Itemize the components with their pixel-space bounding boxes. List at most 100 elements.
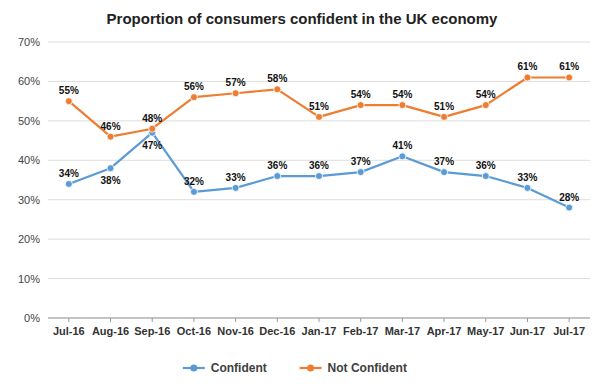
y-tick-label: 40% bbox=[18, 154, 40, 166]
data-label: 34% bbox=[59, 168, 79, 179]
x-axis: Jul-16 Aug-16 Sep-16 Oct-16 Nov-16 Dec-16 Jan-… bbox=[48, 318, 590, 337]
data-label: 54% bbox=[476, 89, 496, 100]
x-tick-label: Sep-16 bbox=[134, 325, 170, 337]
y-tick-label: 50% bbox=[18, 115, 40, 127]
y-tick-label: 60% bbox=[18, 75, 40, 87]
series-marker bbox=[316, 113, 323, 120]
data-label: 32% bbox=[184, 176, 204, 187]
series-marker bbox=[190, 188, 197, 195]
data-labels: 34% 38% 47% 32% 33% 36% 36% 37% 41% 37% 36% 33% 28% 5… bbox=[59, 61, 579, 202]
legend-label: Not Confident bbox=[328, 361, 407, 375]
data-label: 61% bbox=[559, 61, 579, 72]
x-tick bbox=[402, 318, 403, 322]
series-marker bbox=[190, 94, 197, 101]
legend-marker bbox=[307, 365, 314, 372]
series-marker bbox=[524, 74, 531, 81]
series-marker bbox=[357, 102, 364, 109]
data-label: 61% bbox=[517, 61, 537, 72]
series-marker bbox=[482, 102, 489, 109]
series-line bbox=[69, 133, 569, 208]
x-tick-label: Apr-17 bbox=[427, 325, 462, 337]
x-tick bbox=[360, 318, 361, 322]
data-label: 54% bbox=[392, 89, 412, 100]
series-marker bbox=[399, 153, 406, 160]
series-marker bbox=[566, 204, 573, 211]
data-label: 38% bbox=[101, 175, 121, 186]
series-marker bbox=[316, 173, 323, 180]
x-tick-label: May-17 bbox=[467, 325, 504, 337]
data-label: 56% bbox=[184, 81, 204, 92]
grid-line bbox=[48, 42, 590, 43]
x-tick bbox=[485, 318, 486, 322]
grid-line bbox=[48, 199, 590, 200]
legend: Confident Not Confident bbox=[183, 361, 407, 375]
grid-line bbox=[48, 239, 590, 240]
data-label: 33% bbox=[226, 172, 246, 183]
data-label: 54% bbox=[351, 89, 371, 100]
x-tick bbox=[444, 318, 445, 322]
x-tick bbox=[319, 318, 320, 322]
data-label: 41% bbox=[392, 140, 412, 151]
y-tick-label: 20% bbox=[18, 233, 40, 245]
title: Proportion of consumers confident in the… bbox=[107, 10, 499, 27]
data-label: 58% bbox=[267, 73, 287, 84]
legend-label: Confident bbox=[211, 361, 267, 375]
x-tick bbox=[235, 318, 236, 322]
data-label: 57% bbox=[226, 77, 246, 88]
y-tick-label: 10% bbox=[18, 273, 40, 285]
chart: Proportion of consumers confident in the… bbox=[0, 0, 604, 390]
data-label: 28% bbox=[559, 192, 579, 203]
grid-line bbox=[48, 81, 590, 82]
legend-marker bbox=[190, 365, 197, 372]
x-tick-label: Jan-17 bbox=[302, 325, 337, 337]
series-line bbox=[69, 77, 569, 136]
x-tick bbox=[110, 318, 111, 322]
data-label: 36% bbox=[476, 160, 496, 171]
series-marker bbox=[524, 184, 531, 191]
data-label: 36% bbox=[267, 160, 287, 171]
series-marker bbox=[149, 125, 156, 132]
data-label: 47% bbox=[142, 140, 162, 151]
y-axis: 0% 10% 20% 30% 40% 50% 60% 70% bbox=[18, 36, 590, 324]
x-tick-label: Mar-17 bbox=[385, 325, 420, 337]
x-tick-label: Jul-17 bbox=[553, 325, 585, 337]
x-tick bbox=[569, 318, 570, 322]
x-tick-label: Jul-16 bbox=[53, 325, 85, 337]
series-marker bbox=[107, 133, 114, 140]
series-marker bbox=[274, 86, 281, 93]
x-tick-label: Aug-16 bbox=[92, 325, 129, 337]
series-marker bbox=[65, 98, 72, 105]
x-tick bbox=[527, 318, 528, 322]
series-marker bbox=[357, 169, 364, 176]
plot-area bbox=[65, 74, 572, 211]
x-tick-label: Dec-16 bbox=[259, 325, 295, 337]
data-label: 55% bbox=[59, 85, 79, 96]
data-label: 48% bbox=[142, 113, 162, 124]
x-tick bbox=[277, 318, 278, 322]
data-label: 37% bbox=[434, 156, 454, 167]
y-tick-label: 30% bbox=[18, 194, 40, 206]
x-tick-label: Nov-16 bbox=[217, 325, 254, 337]
x-tick bbox=[68, 318, 69, 322]
x-tick bbox=[193, 318, 194, 322]
series-marker bbox=[482, 173, 489, 180]
grid-line bbox=[48, 278, 590, 279]
y-tick-label: 70% bbox=[18, 36, 40, 48]
series-marker bbox=[107, 165, 114, 172]
series-marker bbox=[566, 74, 573, 81]
x-tick-label: Feb-17 bbox=[343, 325, 378, 337]
y-tick-label: 0% bbox=[24, 312, 40, 324]
data-label: 36% bbox=[309, 160, 329, 171]
data-label: 37% bbox=[351, 156, 371, 167]
x-tick-label: Jun-17 bbox=[510, 325, 545, 337]
x-tick-label: Oct-16 bbox=[177, 325, 211, 337]
data-label: 51% bbox=[434, 101, 454, 112]
series-marker bbox=[232, 184, 239, 191]
data-label: 33% bbox=[517, 172, 537, 183]
series-marker bbox=[274, 173, 281, 180]
data-label: 46% bbox=[101, 121, 121, 132]
series-marker bbox=[441, 113, 448, 120]
series-marker bbox=[399, 102, 406, 109]
x-tick bbox=[152, 318, 153, 322]
series-marker bbox=[232, 90, 239, 97]
